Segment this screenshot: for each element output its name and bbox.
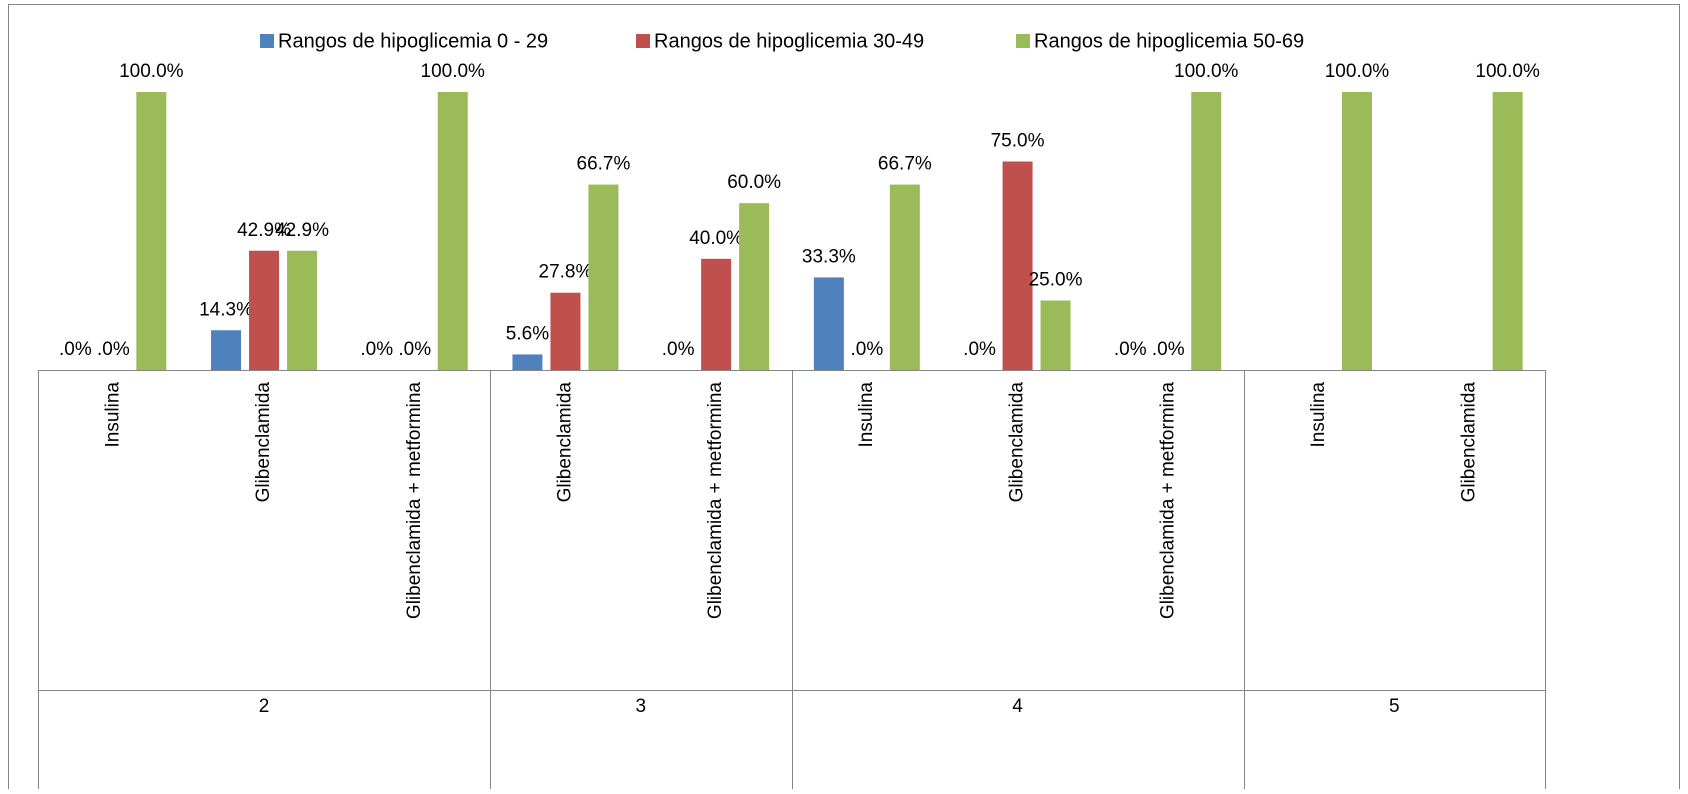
bar — [249, 250, 280, 370]
data-label: 42.9% — [275, 220, 329, 241]
data-label: 100.0% — [1325, 61, 1390, 82]
bar — [1492, 92, 1523, 370]
data-label: .0% — [97, 339, 130, 360]
bar — [889, 184, 920, 370]
x-tick-label: Glibenclamida + metformina — [705, 382, 726, 620]
legend-swatch — [260, 34, 274, 48]
x-tick-label: Insulina — [856, 382, 877, 448]
bar — [1040, 300, 1071, 370]
bar — [550, 292, 581, 370]
bar — [813, 277, 844, 370]
data-label: .0% — [850, 339, 883, 360]
group-label: 3 — [636, 696, 647, 717]
x-tick-label: Glibenclamida — [1007, 382, 1028, 503]
group-label: 4 — [1012, 696, 1023, 717]
data-label: 66.7% — [577, 154, 631, 175]
x-tick-label: Glibenclamida — [554, 382, 575, 503]
data-label: 75.0% — [991, 131, 1045, 152]
legend-label: Rangos de hipoglicemia 50-69 — [1034, 30, 1304, 52]
data-label: 5.6% — [506, 323, 549, 344]
legend-swatch — [636, 34, 650, 48]
data-label: .0% — [1152, 339, 1185, 360]
x-tick-label: Glibenclamida — [253, 382, 274, 503]
data-label: 66.7% — [878, 154, 932, 175]
data-label: .0% — [398, 339, 431, 360]
x-tick-label: Glibenclamida — [1459, 382, 1480, 503]
data-label: 40.0% — [689, 228, 743, 249]
bar — [211, 330, 242, 370]
bar — [512, 354, 543, 370]
legend-label: Rangos de hipoglicemia 0 - 29 — [278, 30, 548, 52]
group-label: 5 — [1389, 696, 1400, 717]
bar — [287, 250, 318, 370]
bar — [1002, 161, 1033, 370]
x-tick-label: Glibenclamida + metformina — [404, 382, 425, 620]
legend-swatch — [1016, 34, 1030, 48]
data-label: 100.0% — [421, 61, 486, 82]
bar — [739, 203, 770, 370]
bar — [701, 258, 732, 370]
data-label: .0% — [1114, 339, 1147, 360]
bar — [1341, 92, 1372, 370]
bar — [1191, 92, 1222, 370]
bar — [437, 92, 468, 370]
data-label: 14.3% — [199, 299, 253, 320]
data-label: .0% — [662, 339, 695, 360]
legend-label: Rangos de hipoglicemia 30-49 — [654, 30, 924, 52]
data-label: 25.0% — [1029, 270, 1083, 291]
bar — [136, 92, 167, 370]
data-label: 100.0% — [1475, 61, 1540, 82]
data-label: .0% — [360, 339, 393, 360]
data-label: 42.9% — [237, 220, 291, 241]
data-label: .0% — [59, 339, 92, 360]
x-tick-label: Insulina — [1308, 382, 1329, 448]
bar — [588, 184, 619, 370]
data-label: 100.0% — [1174, 61, 1239, 82]
group-label: 2 — [259, 696, 270, 717]
data-label: .0% — [963, 339, 996, 360]
data-label: 33.3% — [802, 246, 856, 267]
chart-frame — [8, 4, 1680, 794]
x-tick-label: Insulina — [102, 382, 123, 448]
data-label: 60.0% — [727, 172, 781, 193]
x-tick-label: Glibenclamida + metformina — [1157, 382, 1178, 620]
data-label: 100.0% — [119, 61, 184, 82]
data-label: 27.8% — [539, 262, 593, 283]
